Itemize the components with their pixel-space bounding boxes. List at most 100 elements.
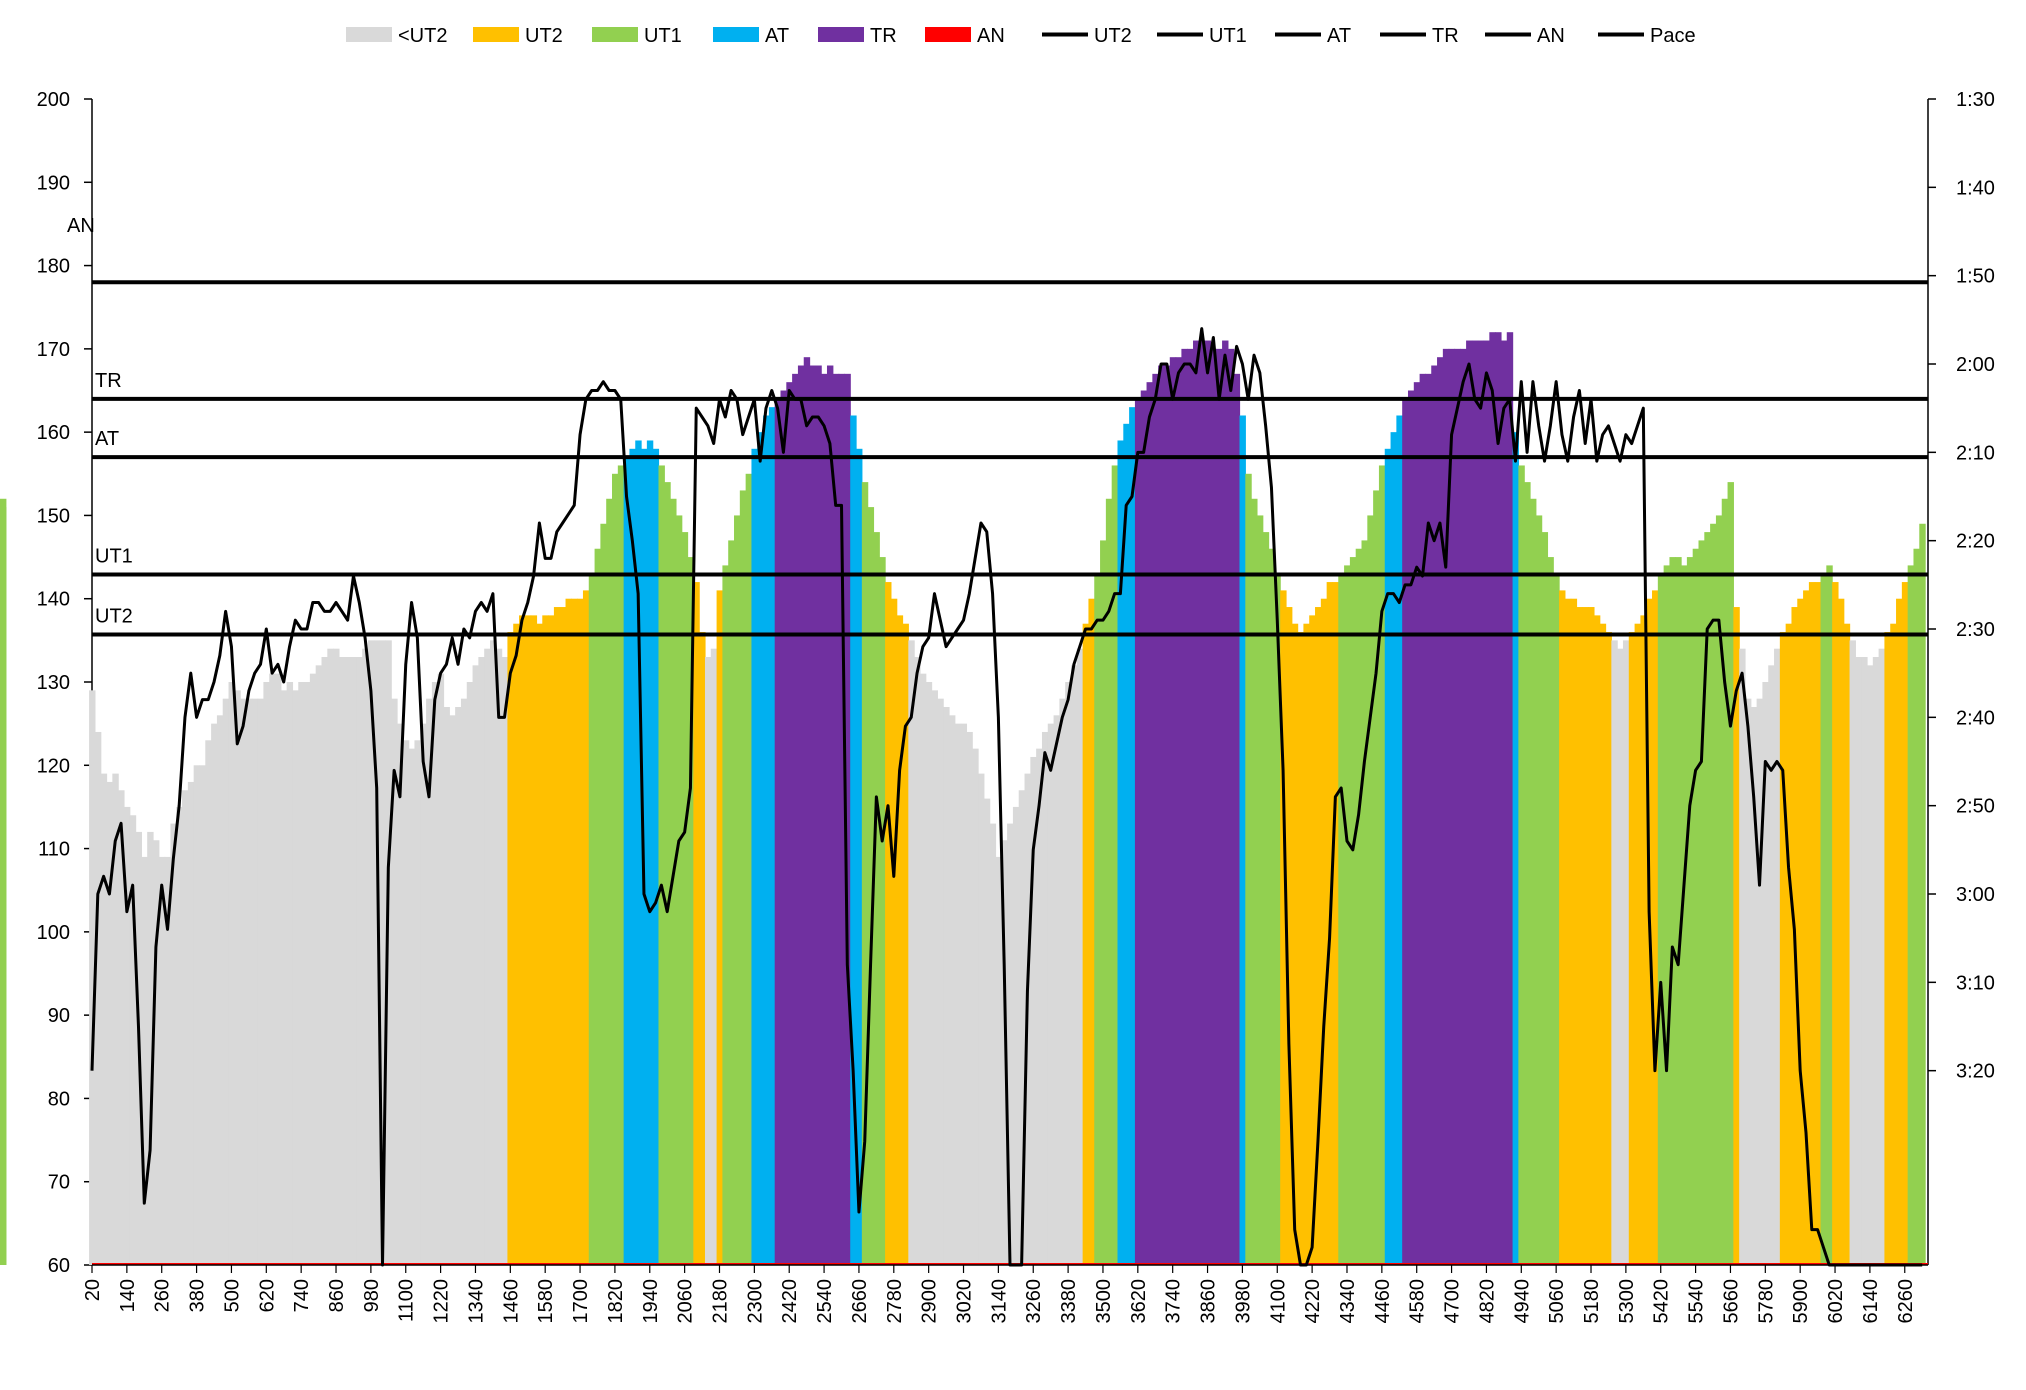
hr-bar [1413, 382, 1421, 1265]
hr-bar [228, 682, 235, 1265]
y-tick-label: 160 [37, 422, 70, 444]
hr-bar [280, 690, 288, 1265]
x-tick: 140 [117, 1279, 139, 1312]
hr-bar [1692, 548, 1700, 1265]
hr-bar [1506, 332, 1514, 1265]
hr-bar [978, 773, 985, 1265]
hr-bar [1036, 748, 1043, 1265]
hr-bar [420, 723, 427, 1265]
y-tick-label: 120 [37, 755, 70, 777]
hr-bar [588, 573, 596, 1265]
hr-bar [1309, 615, 1316, 1265]
x-tick-label: 980 [361, 1279, 383, 1312]
hr-bar [1134, 398, 1142, 1266]
hr-bar [734, 515, 741, 1265]
hr-bar [513, 623, 520, 1265]
hr-bar [431, 682, 439, 1265]
threshold-label-at: AT [95, 428, 119, 450]
hr-bar [792, 373, 799, 1266]
hr-bar [751, 448, 758, 1265]
hr-bar [164, 856, 172, 1265]
hr-bar [826, 365, 834, 1265]
hr-bar [954, 723, 962, 1265]
hr-bar [1605, 632, 1612, 1265]
x-tick-label: 4940 [1511, 1279, 1533, 1324]
hr-bar [1018, 790, 1026, 1265]
hr-bar [1268, 548, 1275, 1265]
x-tick: 5900 [1790, 1279, 1812, 1324]
hr-bar [1855, 657, 1862, 1265]
x-tick: 1940 [640, 1279, 662, 1324]
hr-bar [739, 490, 747, 1265]
hr-bar [623, 457, 631, 1265]
hr-bar [373, 640, 381, 1265]
hr-bar [1611, 640, 1618, 1265]
x-tick: 740 [291, 1279, 313, 1312]
hr-bar [495, 648, 503, 1265]
hr-bar [1407, 390, 1415, 1265]
hr-bar [1425, 373, 1432, 1266]
x-tick-label: 5780 [1755, 1279, 1777, 1324]
hr-bar [1657, 573, 1665, 1265]
hr-bar [1117, 440, 1124, 1266]
hr-bar [338, 657, 346, 1265]
hr-bar [1378, 465, 1386, 1266]
hr-bar [1245, 473, 1252, 1265]
hr-bar [1349, 557, 1357, 1265]
hr-bar [780, 390, 787, 1265]
hr-bar [240, 698, 247, 1265]
hr-bar [391, 698, 398, 1265]
hr-bar [1187, 348, 1194, 1265]
hr-bar [1762, 682, 1769, 1265]
x-tick-label: 1340 [465, 1279, 487, 1324]
legend-swatch-0 [346, 27, 392, 42]
x-tick: 5300 [1616, 1279, 1638, 1324]
hr-bar [1495, 332, 1502, 1265]
hr-bar [333, 648, 340, 1265]
hr-bar [309, 673, 317, 1265]
threshold-lines: UT2 UT1 AT TR AN [67, 215, 1928, 637]
hr-bar [885, 582, 892, 1265]
hr-bar [118, 790, 125, 1265]
x-tick: 6140 [1860, 1279, 1882, 1324]
hr-bar [832, 373, 840, 1266]
hr-bar [704, 657, 712, 1265]
hr-bar [1448, 348, 1456, 1265]
x-tick: 4340 [1337, 1279, 1359, 1324]
hr-bar [914, 657, 921, 1265]
pace-tick-label: 3:20 [1956, 1061, 1995, 1083]
hr-bar [408, 748, 416, 1265]
hr-bar [1628, 632, 1636, 1265]
x-tick-label: 6020 [1825, 1279, 1847, 1324]
hr-bar [94, 731, 102, 1265]
hr-bar [693, 582, 700, 1265]
hr-bar [530, 615, 538, 1265]
hr-bar [1652, 590, 1659, 1265]
hr-bar [966, 731, 973, 1265]
hr-bar [1913, 548, 1920, 1265]
hr-bar [681, 532, 689, 1265]
hr-bar [489, 640, 497, 1265]
hr-bar [106, 781, 113, 1265]
x-tick: 380 [187, 1279, 209, 1312]
legend-label-7: UT1 [1209, 25, 1247, 47]
hr-bar [1315, 607, 1322, 1265]
x-tick-label: 4700 [1442, 1279, 1464, 1324]
x-tick-label: 3140 [988, 1279, 1010, 1324]
hr-bar [809, 365, 816, 1265]
hr-bar [553, 607, 561, 1265]
x-tick: 3020 [954, 1279, 976, 1324]
legend-swatch-3 [713, 27, 759, 42]
hr-bar [838, 373, 846, 1266]
pace-tick-label: 2:20 [1956, 531, 1995, 553]
x-tick-label: 2660 [849, 1279, 871, 1324]
hr-bar [1843, 623, 1851, 1265]
hr-bar [1216, 348, 1223, 1265]
hr-bar [1344, 565, 1351, 1265]
hr-bar [989, 823, 997, 1265]
hr-bar [1669, 557, 1676, 1265]
x-tick: 4580 [1407, 1279, 1429, 1324]
x-tick-label: 1100 [396, 1279, 418, 1322]
hr-bar [1158, 365, 1165, 1265]
legend-label-9: TR [1432, 25, 1459, 47]
